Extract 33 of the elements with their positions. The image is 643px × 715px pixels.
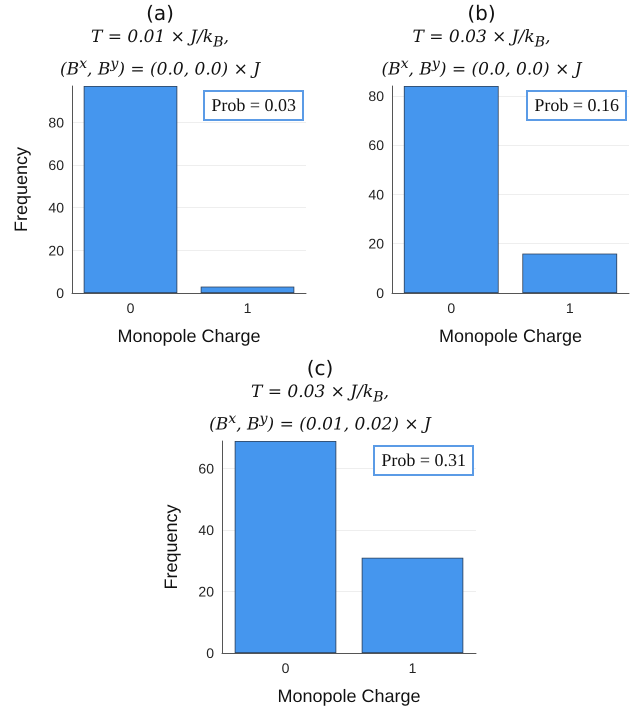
x-tick-label: 1 [566, 300, 574, 316]
y-tick-label: 0 [56, 285, 64, 301]
y-axis-title: Frequency [161, 504, 181, 590]
y-tick-label: 80 [48, 114, 64, 130]
y-tick-label: 40 [368, 186, 384, 202]
y-tick-label: 60 [368, 137, 384, 154]
y-tick-label: 0 [376, 285, 384, 301]
text: T = 0.03 × J/k$_{B}$, (B$^{x}$, B$^{y}$) = (0.01, 0.02) × J [209, 382, 431, 436]
y-axis-title: Frequency [11, 146, 31, 232]
annotation: Prob = 0.31 [373, 445, 474, 476]
y-tick-label: 0 [206, 645, 214, 661]
y-tick-label: 60 [48, 156, 64, 173]
y-tick-label: 20 [368, 236, 384, 252]
annotation: Prob = 0.03 [203, 90, 304, 121]
x-tick-label: 0 [126, 300, 135, 316]
y-tick-label: 40 [198, 522, 214, 538]
annotation: Prob = 0.16 [526, 90, 627, 121]
chart-title: (a) [145, 0, 175, 26]
y-tick-label: 20 [48, 242, 64, 258]
y-tick-label: 80 [368, 88, 384, 104]
x-axis-title: Monopole Charge [117, 326, 261, 346]
x-tick-label: 1 [408, 660, 417, 676]
y-tick-label: 40 [48, 200, 64, 216]
chart-title: (c) [306, 355, 334, 381]
text: T = 0.01 × J/k$_{B}$, (B$^{x}$, B$^{y}$) = (0.0, 0.0) × J [60, 27, 260, 80]
y-tick-label: 20 [198, 584, 214, 600]
text: T = 0.03 × J/k$_{B}$, (B$^{x}$, B$^{y}$) = (0.0, 0.0) × J [381, 27, 582, 80]
x-axis-title: Monopole Charge [277, 686, 421, 706]
x-axis-title: Monopole Charge [438, 326, 582, 346]
x-tick-label: 0 [447, 300, 456, 316]
y-tick-label: 60 [198, 460, 214, 477]
x-tick-label: 1 [244, 300, 252, 316]
chart-title: (b) [466, 0, 497, 26]
